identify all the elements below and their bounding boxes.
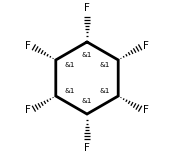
Text: &1: &1 bbox=[65, 62, 75, 68]
Text: F: F bbox=[143, 41, 149, 51]
Text: &1: &1 bbox=[82, 98, 92, 104]
Text: &1: &1 bbox=[99, 88, 109, 94]
Text: F: F bbox=[25, 41, 31, 51]
Text: &1: &1 bbox=[65, 88, 75, 94]
Text: &1: &1 bbox=[82, 52, 92, 58]
Text: F: F bbox=[84, 143, 90, 153]
Text: F: F bbox=[25, 105, 31, 115]
Text: F: F bbox=[143, 105, 149, 115]
Text: F: F bbox=[84, 3, 90, 13]
Text: &1: &1 bbox=[99, 62, 109, 68]
